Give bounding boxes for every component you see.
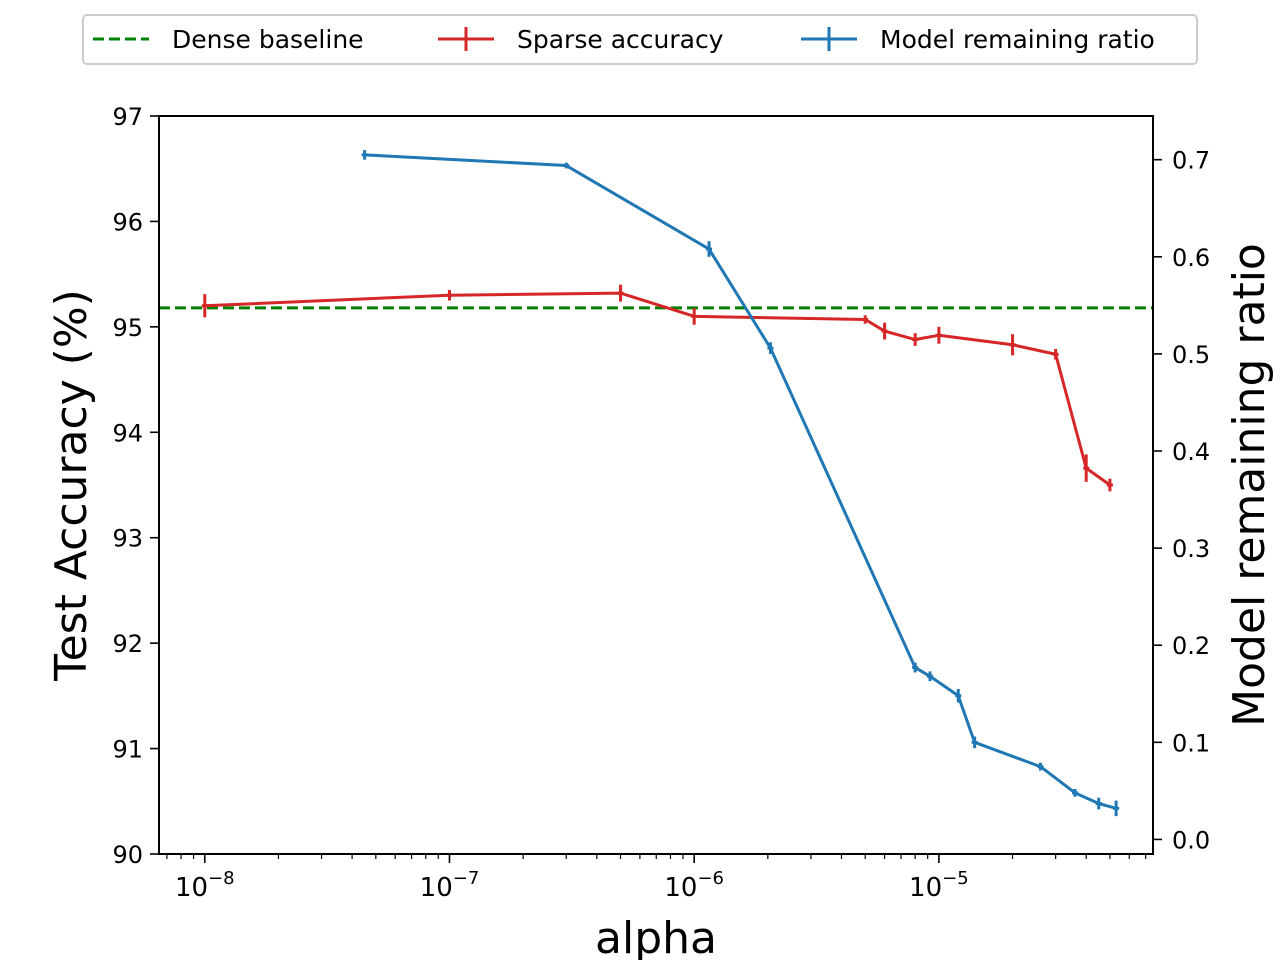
y-left-tick-label: 90: [112, 841, 143, 869]
legend-label: Sparse accuracy: [517, 25, 724, 54]
y-axis-left-label: Test Accuracy (%): [46, 289, 97, 682]
y-right-tick-label: 0.0: [1172, 826, 1210, 854]
legend-frame: [82, 14, 1198, 65]
y-left-tick-label: 97: [112, 103, 143, 131]
series-line: [364, 153, 1117, 810]
x-axis-label: alpha: [595, 913, 717, 960]
x-tick-label: 10−6: [664, 868, 724, 903]
axes: 10−8 10−7 10−6 10−5 90 91 92 93 94 95 96 97 0.0 0.1 0.…: [112, 103, 1210, 903]
x-tick-label: 10−8: [175, 868, 235, 903]
y-right-tick-label: 0.7: [1172, 147, 1210, 175]
y-right-tick-label: 0.4: [1172, 438, 1210, 466]
y-right-tick-label: 0.6: [1172, 244, 1210, 272]
y-left-tick-label: 95: [112, 314, 143, 342]
y-right-tick-label: 0.5: [1172, 341, 1210, 369]
legend-entry: Model remaining ratio: [801, 25, 1155, 54]
legend-entry: Sparse accuracy: [438, 25, 724, 54]
y-axis-right-label: Model remaining ratio: [1224, 243, 1275, 727]
y-left-tick-label: 94: [112, 419, 143, 447]
y-left-tick-label: 96: [112, 208, 143, 236]
y-right-tick-label: 0.2: [1172, 632, 1210, 660]
series-sparse-accuracy: [201, 284, 1113, 492]
legend-entry: Dense baseline: [93, 25, 364, 54]
plot-frame: [158, 115, 1154, 855]
y-left-tick-label: 92: [112, 630, 143, 658]
y-right-tick-label: 0.3: [1172, 535, 1210, 563]
x-tick-label: 10−7: [420, 868, 480, 903]
y-left-tick-label: 93: [112, 525, 143, 553]
legend: Dense baseline Sparse accuracy Model remai…: [82, 14, 1198, 65]
x-tick-label: 10−5: [909, 868, 969, 903]
legend-label: Dense baseline: [172, 25, 364, 54]
series-layer: [159, 149, 1153, 817]
series-model-remaining-ratio: [361, 149, 1120, 817]
y-left-tick-label: 91: [112, 736, 143, 764]
y-right-tick-label: 0.1: [1172, 729, 1210, 757]
legend-label: Model remaining ratio: [880, 25, 1155, 54]
series-line: [204, 291, 1111, 487]
